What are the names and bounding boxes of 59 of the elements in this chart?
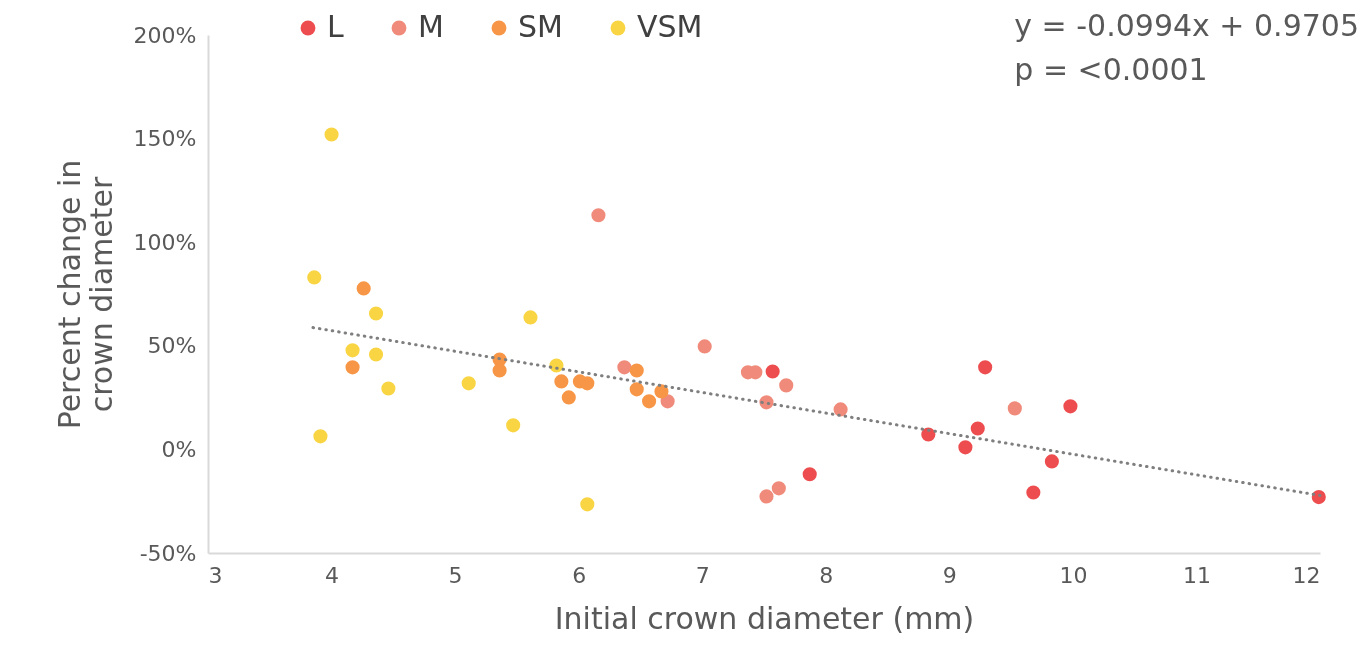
point [580,497,595,512]
point [759,489,774,504]
point [771,481,786,496]
point [697,339,712,354]
y-tick-label: 50% [147,333,197,359]
legend-label: SM [518,9,563,44]
y-tick-label: 200% [133,22,197,48]
point [345,360,360,375]
point [779,378,794,393]
point [765,364,780,379]
point [461,376,476,391]
point [1007,401,1022,416]
x-tick-label: 7 [695,562,710,588]
point [591,208,606,223]
point [506,418,521,433]
x-tick-label: 9 [942,562,957,588]
y-axis-title: Percent change in crown diameter [51,159,119,430]
point [554,374,569,389]
point [561,390,576,405]
x-tick-label: 6 [572,562,587,588]
y-tick-label: -50% [139,540,197,566]
annotation: p = <0.0001 [1014,51,1209,89]
point [958,440,973,455]
legend-label: VSM [637,9,703,44]
y-tick-label: 100% [133,229,197,255]
point [802,467,817,482]
x-tick-label: 5 [448,562,463,588]
point [580,376,595,391]
point [523,310,538,325]
x-tick-label: 11 [1182,562,1211,588]
point [629,382,644,397]
point [617,360,632,375]
x-tick-label: 3 [208,562,223,588]
point [356,281,371,296]
y-tick-label: 0% [161,436,197,462]
x-axis-title: Initial crown diameter (mm) [554,600,975,636]
point [970,421,985,436]
legend-label: L [327,9,344,44]
point [324,127,339,142]
point [345,343,360,358]
point [978,360,993,375]
x-tick-label: 4 [325,562,340,588]
y-tick-label: 150% [133,126,197,152]
x-tick-label: 10 [1059,562,1088,588]
point [368,347,384,362]
point [629,363,644,378]
point [1044,454,1059,469]
point [381,381,396,396]
x-tick-label: 12 [1292,562,1321,588]
point [642,394,657,409]
point [368,306,384,321]
annotation: y = -0.0994x + 0.9705 [1014,7,1359,45]
point [492,363,507,378]
point [313,429,328,444]
legend-label: M [418,9,444,44]
x-tick-label: 8 [819,562,834,588]
point [1063,399,1078,414]
point [307,270,322,285]
point [1026,485,1041,500]
